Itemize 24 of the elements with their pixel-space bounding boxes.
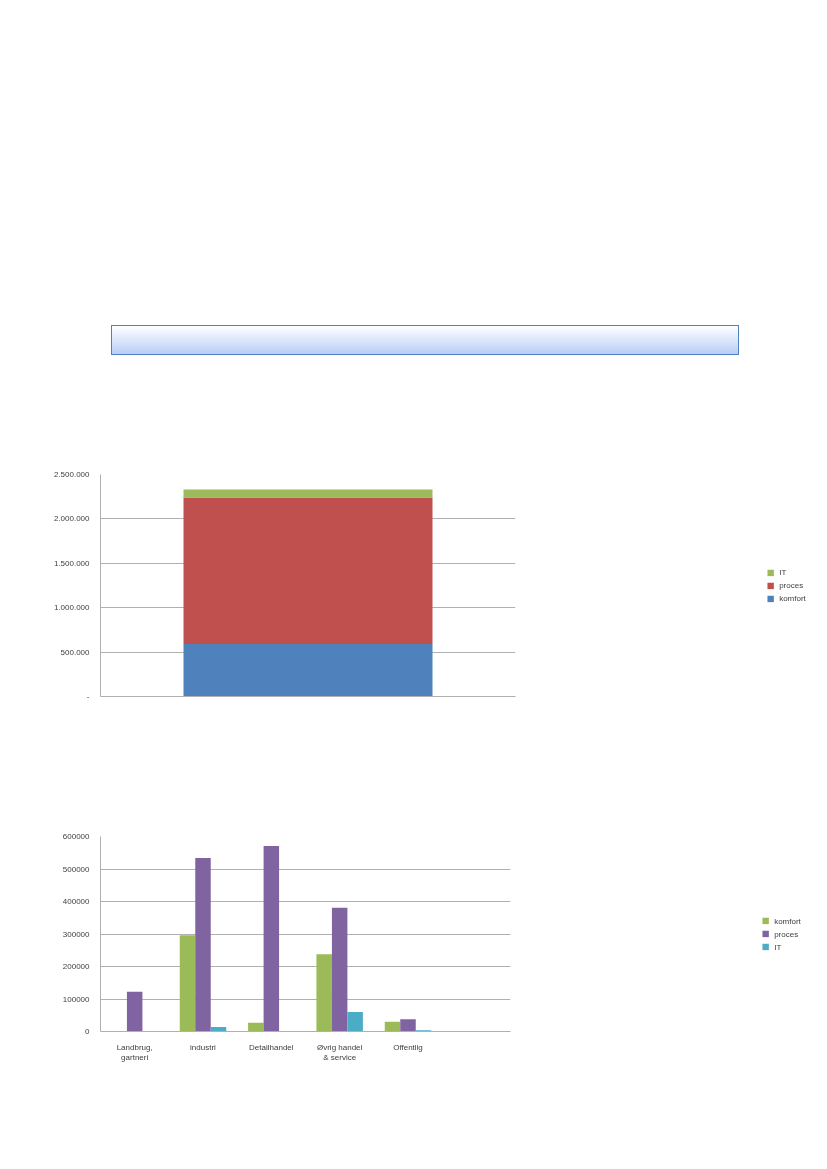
legend-label: IT [774, 942, 783, 951]
y-tick-label: 200000 [62, 962, 91, 971]
y-tick-label: 600000 [62, 832, 91, 841]
legend-label: IT [779, 567, 788, 577]
x-tick-label: Landbrug, gartneri [116, 1042, 153, 1063]
x-tick-label: Offentlig [393, 1042, 423, 1052]
y-tick-label: 1.500.000 [53, 558, 91, 568]
legend-label: proces [779, 580, 804, 590]
y-tick-label: 400000 [62, 897, 91, 906]
x-tick-label: industri [190, 1042, 217, 1052]
x-tick-label: Detailhandel [249, 1042, 294, 1052]
x-tick-label: Øvrig handel & service [316, 1042, 363, 1063]
legend-label: proces [774, 929, 799, 938]
y-tick-label: 2.000.000 [53, 514, 91, 524]
y-tick-label: 1.000.000 [53, 603, 91, 613]
y-tick-label: 0 [85, 1027, 91, 1036]
y-tick-label: 300000 [62, 929, 91, 939]
legend-label: komfort [779, 593, 806, 603]
y-tick-label: 500.000 [60, 647, 91, 657]
y-tick-label: 2.500.000 [53, 470, 91, 479]
legend-label: komfort [774, 916, 801, 925]
y-tick-label: 500000 [62, 864, 91, 874]
y-tick-label: - [86, 692, 90, 701]
y-tick-label: 100000 [62, 994, 91, 1004]
